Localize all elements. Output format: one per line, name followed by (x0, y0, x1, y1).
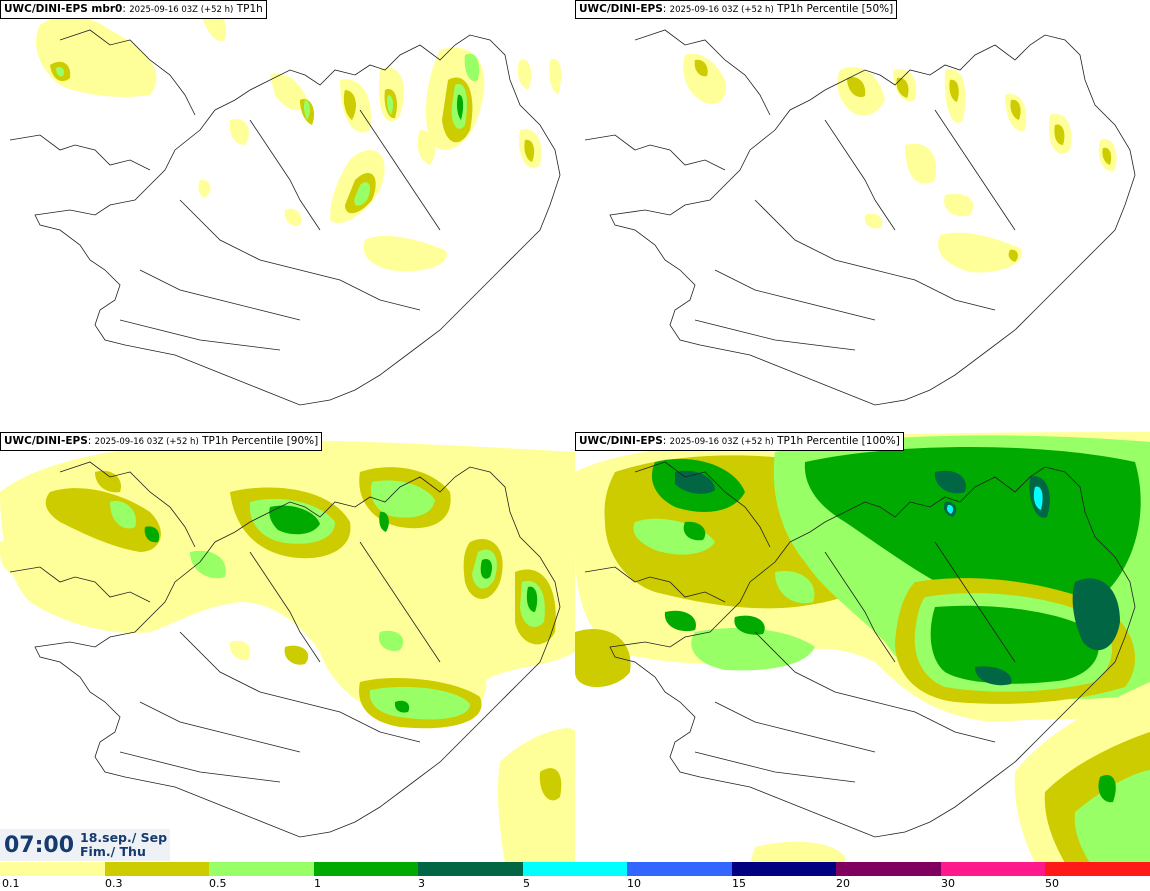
colorbar-segment (836, 862, 941, 876)
valid-date: 18.sep./ Sep Fim./ Thu (80, 831, 167, 859)
map-panel-p50: UWC/DINI-EPS: 2025-09-16 03Z (+52 h) TP1… (575, 0, 1150, 431)
colorbar-segment (522, 862, 628, 876)
valid-date-line1: 18.sep./ Sep (80, 830, 168, 845)
colorbar-segment (940, 862, 1046, 876)
map-panel-p90: UWC/DINI-EPS: 2025-09-16 03Z (+52 h) TP1… (0, 432, 575, 863)
map-panel-mbr0: UWC/DINI-EPS mbr0: 2025-09-16 03Z (+52 h… (0, 0, 575, 431)
precip-shading (36, 8, 562, 272)
panel-title: UWC/DINI-EPS mbr0: 2025-09-16 03Z (+52 h… (0, 0, 267, 19)
colorbar-ticks: 0.1 0.3 0.5 1 3 5 10 15 20 30 50 (0, 877, 1150, 891)
iceland-outline (584, 461, 1136, 838)
precipitation-map (584, 29, 1136, 406)
colorbar-segment (627, 862, 732, 876)
precip-shading (0, 440, 575, 863)
colorbar-tick-label: 20 (836, 877, 850, 890)
valid-time: 07:00 (4, 833, 75, 858)
colorbar-tick-label: 0.5 (209, 877, 227, 890)
precip-shading (575, 432, 1150, 863)
precipitation-map (575, 432, 1150, 863)
colorbar-segment (104, 862, 210, 876)
colorbar-tick-label: 0.1 (2, 877, 20, 890)
iceland-outline (9, 461, 561, 838)
precip-shading (683, 53, 1117, 273)
colorbar-tick-label: 3 (418, 877, 425, 890)
colorbar-tick-label: 50 (1045, 877, 1059, 890)
valid-time-box: 07:00 18.sep./ Sep Fim./ Thu (0, 829, 170, 861)
colorbar-tick-label: 5 (523, 877, 530, 890)
valid-date-line2: Fim./ Thu (80, 844, 146, 859)
colorbar-segment (731, 862, 837, 876)
panel-title: UWC/DINI-EPS: 2025-09-16 03Z (+52 h) TP1… (0, 432, 323, 451)
colorbar-segment (418, 862, 523, 876)
precipitation-map (0, 440, 575, 863)
colorbar-tick-label: 30 (941, 877, 955, 890)
panel-title: UWC/DINI-EPS: 2025-09-16 03Z (+52 h) TP1… (575, 0, 898, 19)
map-panel-p100: UWC/DINI-EPS: 2025-09-16 03Z (+52 h) TP1… (575, 432, 1150, 863)
panel-title: UWC/DINI-EPS: 2025-09-16 03Z (+52 h) TP1… (575, 432, 904, 451)
colorbar-tick-label: 1 (314, 877, 321, 890)
colorbar-segment (1045, 862, 1150, 876)
colorbar (0, 862, 1150, 876)
colorbar-tick-label: 0.3 (105, 877, 123, 890)
colorbar-segment (209, 862, 314, 876)
precipitation-map (9, 8, 562, 406)
colorbar-tick-label: 10 (627, 877, 641, 890)
colorbar-segment (0, 862, 105, 876)
colorbar-segment (313, 862, 419, 876)
colorbar-tick-label: 15 (732, 877, 746, 890)
iceland-outline (9, 29, 561, 406)
iceland-outline (584, 29, 1136, 406)
